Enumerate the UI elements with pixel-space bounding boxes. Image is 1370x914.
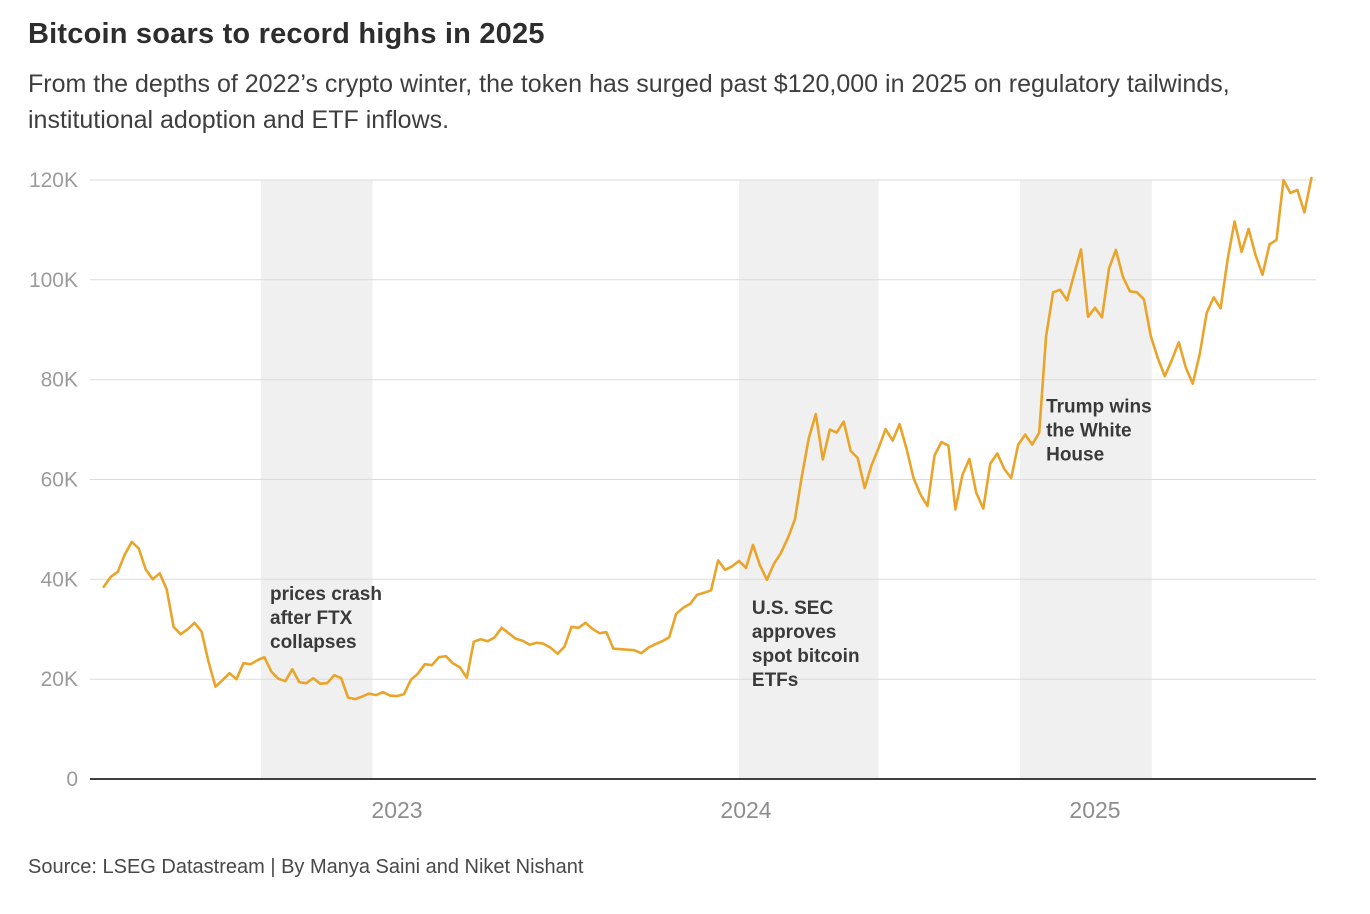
source-byline: Source: LSEG Datastream | By Manya Saini… bbox=[28, 856, 584, 878]
annotation-sec-etf-approval: U.S. SEC approves spot bitcoin ETFs bbox=[752, 598, 860, 691]
y-tick-label-120K: 120K bbox=[29, 169, 78, 192]
price-line bbox=[102, 176, 1313, 701]
annotation-trump-election: Trump wins the White House bbox=[1046, 397, 1152, 466]
bitcoin-price-line-chart: 0 20K 40K 60K 80K 100K 120K 2023 2024 2025 prices … bbox=[29, 169, 1316, 823]
x-tick-label-2025: 2025 bbox=[1069, 797, 1120, 823]
y-tick-label-60K: 60K bbox=[41, 469, 78, 492]
y-tick-label-20K: 20K bbox=[41, 668, 78, 691]
y-tick-label-80K: 80K bbox=[41, 369, 78, 392]
y-tick-label-0: 0 bbox=[66, 768, 78, 791]
annotation-ftx-collapse: prices crash after FTX collapses bbox=[270, 584, 382, 653]
chart-subtitle: From the depths of 2022’s crypto winter,… bbox=[28, 70, 1230, 134]
y-tick-label-100K: 100K bbox=[29, 269, 78, 292]
x-tick-label-2023: 2023 bbox=[371, 797, 422, 823]
y-tick-label-40K: 40K bbox=[41, 568, 78, 591]
chart-title: Bitcoin soars to record highs in 2025 bbox=[28, 18, 545, 50]
x-tick-label-2024: 2024 bbox=[720, 797, 771, 823]
